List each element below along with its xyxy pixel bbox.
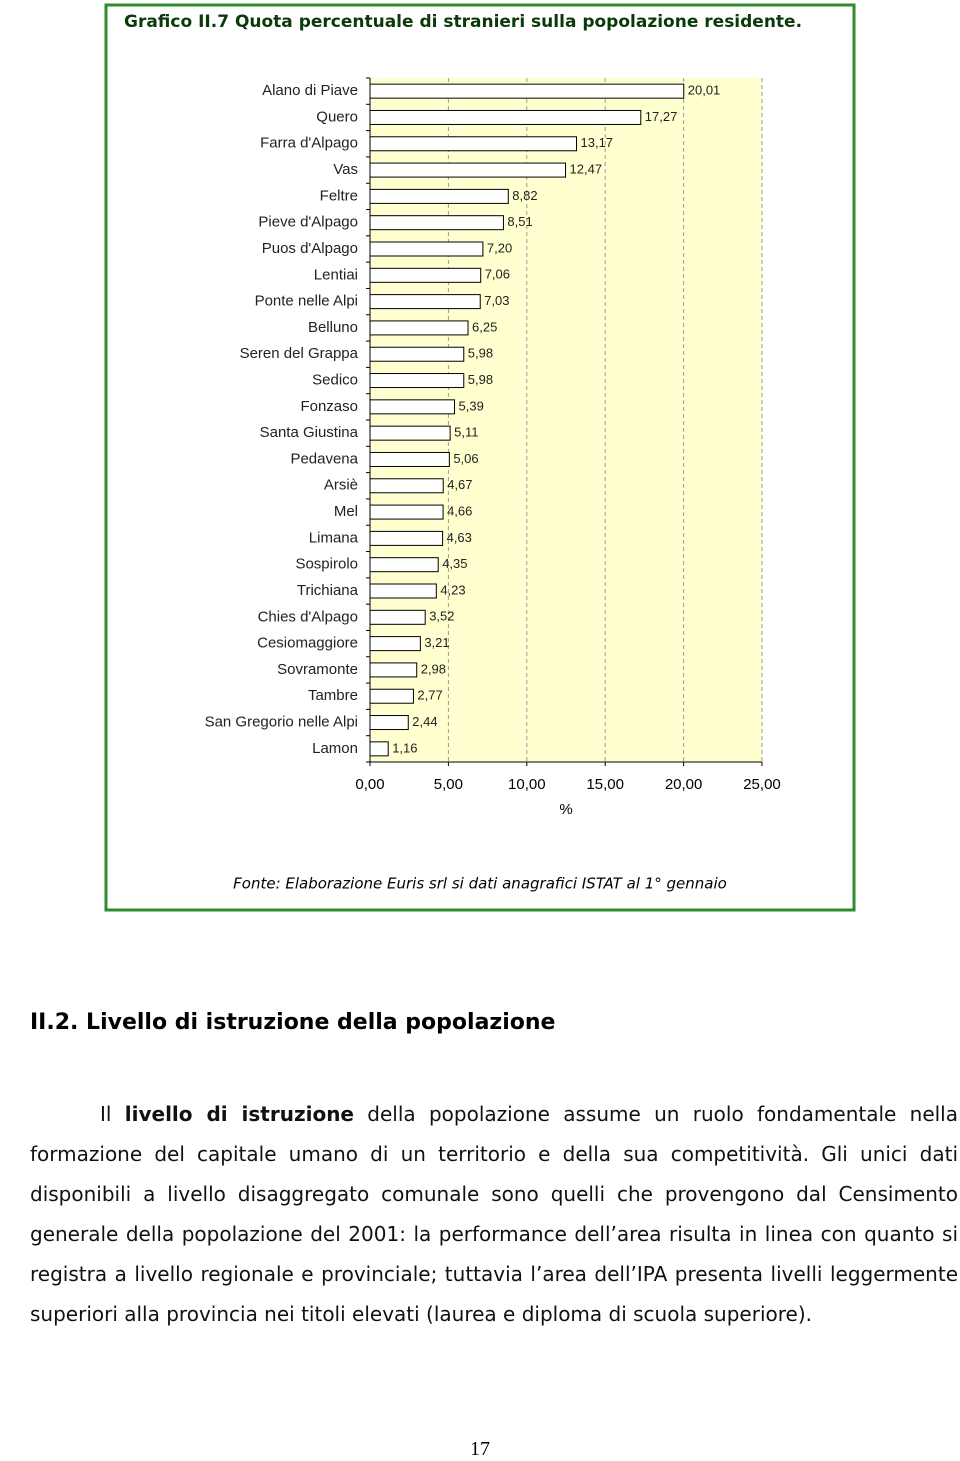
value-label: 17,27 <box>645 109 678 124</box>
y-tick-label: Alano di Piave <box>262 82 358 99</box>
y-tick-label: Sospirolo <box>295 556 358 573</box>
y-tick-label: Vas <box>333 161 358 178</box>
section-heading: II.2. Livello di istruzione della popola… <box>30 1010 556 1035</box>
bar <box>369 83 685 99</box>
value-label: 5,06 <box>453 451 478 466</box>
bar <box>369 267 482 283</box>
y-tick-label: Puos d'Alpago <box>262 240 358 257</box>
bar <box>369 109 642 125</box>
bar <box>369 583 437 599</box>
value-label: 8,82 <box>512 188 537 203</box>
value-label: 2,44 <box>412 714 437 729</box>
y-tick-label: Pieve d'Alpago <box>258 214 358 231</box>
value-label: 7,03 <box>484 293 509 308</box>
text-run: della popolazione assume un ruolo fondam… <box>30 1102 958 1326</box>
bar <box>369 478 444 494</box>
x-tick-label: 20,00 <box>665 776 703 793</box>
bar <box>369 504 444 520</box>
x-tick-label: 0,00 <box>355 776 384 793</box>
bar <box>369 215 504 231</box>
value-label: 7,20 <box>487 240 512 255</box>
source-note: Fonte: Elaborazione Euris srl si dati an… <box>233 875 727 893</box>
x-tick-label: 25,00 <box>743 776 781 793</box>
paragraph: Il livello di istruzione della popolazio… <box>30 1094 958 1334</box>
bar <box>369 188 509 204</box>
chart-title: Grafico II.7 Quota percentuale di strani… <box>124 12 802 32</box>
value-label: 5,98 <box>468 372 493 387</box>
y-tick-label: Tambre <box>308 687 358 704</box>
x-axis-label: % <box>559 801 572 818</box>
chart: Grafico II.7 Quota percentuale di strani… <box>104 3 856 912</box>
text-run: Il <box>100 1102 125 1126</box>
bold-text-run: livello di istruzione <box>124 1102 354 1126</box>
y-tick-label: Farra d'Alpago <box>260 135 358 152</box>
value-label: 3,52 <box>429 609 454 624</box>
bar <box>369 636 421 652</box>
value-label: 3,21 <box>424 635 449 650</box>
y-tick-label: Pedavena <box>290 450 358 467</box>
y-tick-label: Belluno <box>308 319 358 336</box>
bar <box>369 373 465 389</box>
value-label: 12,47 <box>570 162 603 177</box>
y-tick-label: Seren del Grappa <box>240 345 359 362</box>
bar <box>369 346 465 362</box>
bar <box>369 662 418 678</box>
y-tick-label: Chies d'Alpago <box>258 608 358 625</box>
y-tick-label: Fonzaso <box>300 398 358 415</box>
value-label: 4,23 <box>440 582 465 597</box>
value-label: 13,17 <box>581 135 614 150</box>
y-tick-label: Sedico <box>312 372 358 389</box>
y-tick-label: Cesiomaggiore <box>257 635 358 652</box>
y-tick-label: Lamon <box>312 740 358 757</box>
y-tick-label: Trichiana <box>297 582 359 599</box>
value-label: 6,25 <box>472 319 497 334</box>
plot-area <box>370 78 762 762</box>
value-label: 4,67 <box>447 477 472 492</box>
value-label: 8,51 <box>507 214 532 229</box>
bar <box>369 715 409 731</box>
bar <box>369 320 469 336</box>
x-tick-label: 15,00 <box>586 776 624 793</box>
page-number: 17 <box>470 1438 490 1460</box>
x-tick-label: 10,00 <box>508 776 546 793</box>
y-tick-label: Quero <box>316 108 358 125</box>
bar <box>369 241 484 257</box>
y-tick-label: Limana <box>309 529 359 546</box>
value-label: 4,63 <box>447 530 472 545</box>
x-tick-label: 5,00 <box>434 776 463 793</box>
y-tick-label: Santa Giustina <box>260 424 359 441</box>
bar <box>369 530 444 546</box>
y-tick-label: Lentiai <box>314 266 358 283</box>
value-label: 4,35 <box>442 556 467 571</box>
y-tick-label: Ponte nelle Alpi <box>255 293 358 310</box>
y-tick-label: Sovramonte <box>277 661 358 678</box>
value-label: 7,06 <box>485 267 510 282</box>
value-label: 20,01 <box>688 83 721 98</box>
bar <box>369 294 481 310</box>
bar <box>369 162 567 178</box>
value-label: 5,11 <box>454 425 478 440</box>
value-label: 4,66 <box>447 504 472 519</box>
y-tick-label: Feltre <box>320 187 358 204</box>
bar <box>369 609 426 625</box>
bar <box>369 451 450 467</box>
y-tick-label: Mel <box>334 503 358 520</box>
y-tick-label: Arsiè <box>324 477 358 494</box>
value-label: 1,16 <box>392 740 417 755</box>
bar <box>369 399 456 415</box>
value-label: 2,77 <box>417 688 442 703</box>
value-label: 5,98 <box>468 346 493 361</box>
value-label: 5,39 <box>459 398 484 413</box>
bar <box>369 557 439 573</box>
bar <box>369 136 578 152</box>
value-label: 2,98 <box>421 661 446 676</box>
bar <box>369 425 451 441</box>
y-tick-label: San Gregorio nelle Alpi <box>205 714 358 731</box>
bar <box>369 688 414 704</box>
bar <box>369 741 389 757</box>
